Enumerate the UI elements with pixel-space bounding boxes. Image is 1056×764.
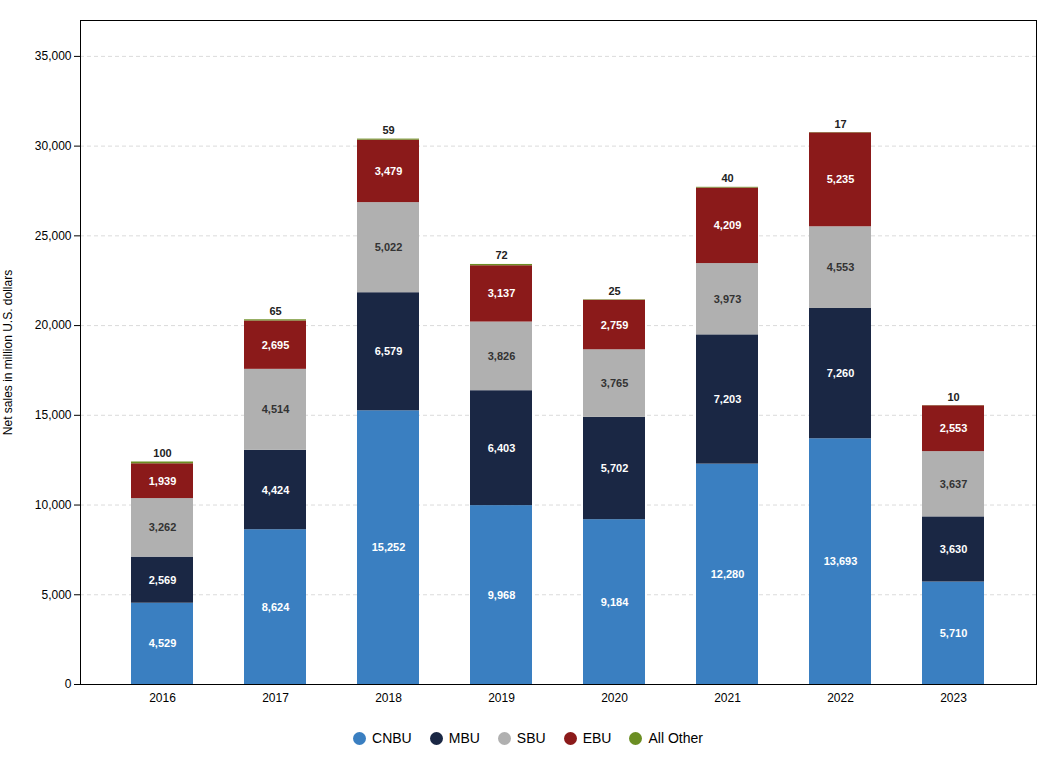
svg-text:25: 25 (608, 285, 620, 297)
svg-text:2023: 2023 (940, 691, 967, 705)
svg-text:13,693: 13,693 (824, 555, 858, 567)
svg-text:3,262: 3,262 (149, 521, 177, 533)
svg-text:40: 40 (721, 172, 733, 184)
svg-text:4,209: 4,209 (714, 219, 742, 231)
svg-text:2021: 2021 (714, 691, 741, 705)
svg-text:2019: 2019 (488, 691, 515, 705)
svg-text:4,424: 4,424 (262, 484, 290, 496)
html-text:SBU: SBU (516, 730, 546, 746)
svg-text:30,000: 30,000 (35, 139, 72, 153)
svg-text:1,939: 1,939 (149, 475, 177, 487)
svg-text:5,702: 5,702 (601, 462, 629, 474)
svg-text:Net sales in million U.S. doll: Net sales in million U.S. dollars (1, 270, 15, 435)
svg-text:5,000: 5,000 (41, 588, 71, 602)
svg-text:6,403: 6,403 (488, 442, 516, 454)
svg-text:2016: 2016 (149, 691, 176, 705)
svg-text:3,479: 3,479 (375, 165, 403, 177)
svg-text:4,553: 4,553 (827, 261, 855, 273)
svg-text:5,235: 5,235 (827, 173, 855, 185)
svg-text:10: 10 (947, 391, 959, 403)
svg-text:3,637: 3,637 (940, 478, 968, 490)
svg-text:59: 59 (382, 124, 394, 136)
svg-text:17: 17 (834, 118, 846, 130)
svg-text:12,280: 12,280 (711, 568, 745, 580)
html-text:MBU: MBU (448, 730, 480, 746)
svg-text:65: 65 (269, 305, 281, 317)
svg-text:35,000: 35,000 (35, 49, 72, 63)
html-text:EBU: EBU (582, 730, 612, 746)
svg-text:3,630: 3,630 (940, 543, 968, 555)
svg-text:7,203: 7,203 (714, 393, 742, 405)
svg-text:5,710: 5,710 (940, 627, 968, 639)
svg-text:15,000: 15,000 (35, 408, 72, 422)
svg-text:2,553: 2,553 (940, 422, 968, 434)
svg-text:2020: 2020 (601, 691, 628, 705)
svg-text:5,022: 5,022 (375, 241, 403, 253)
svg-text:2018: 2018 (375, 691, 402, 705)
svg-text:7,260: 7,260 (827, 367, 855, 379)
svg-text:0: 0 (65, 677, 72, 691)
svg-text:100: 100 (153, 447, 171, 459)
svg-text:3,137: 3,137 (488, 287, 516, 299)
svg-text:20,000: 20,000 (35, 318, 72, 332)
svg-text:72: 72 (495, 249, 507, 261)
svg-text:4,514: 4,514 (262, 403, 290, 415)
svg-text:2,759: 2,759 (601, 319, 629, 331)
svg-text:3,973: 3,973 (714, 293, 742, 305)
svg-text:10,000: 10,000 (35, 498, 72, 512)
svg-text:25,000: 25,000 (35, 229, 72, 243)
svg-text:3,765: 3,765 (601, 377, 629, 389)
svg-text:6,579: 6,579 (375, 345, 403, 357)
svg-text:2,569: 2,569 (149, 574, 177, 586)
svg-text:4,529: 4,529 (149, 637, 177, 649)
svg-text:9,184: 9,184 (601, 596, 629, 608)
svg-text:2,695: 2,695 (262, 339, 290, 351)
svg-text:15,252: 15,252 (372, 541, 406, 553)
svg-text:8,624: 8,624 (262, 601, 290, 613)
html-text:CNBU: CNBU (372, 730, 412, 746)
svg-text:3,826: 3,826 (488, 350, 516, 362)
html-text:All Other: All Other (648, 730, 703, 746)
svg-text:9,968: 9,968 (488, 589, 516, 601)
svg-text:2017: 2017 (262, 691, 289, 705)
svg-text:2022: 2022 (827, 691, 854, 705)
